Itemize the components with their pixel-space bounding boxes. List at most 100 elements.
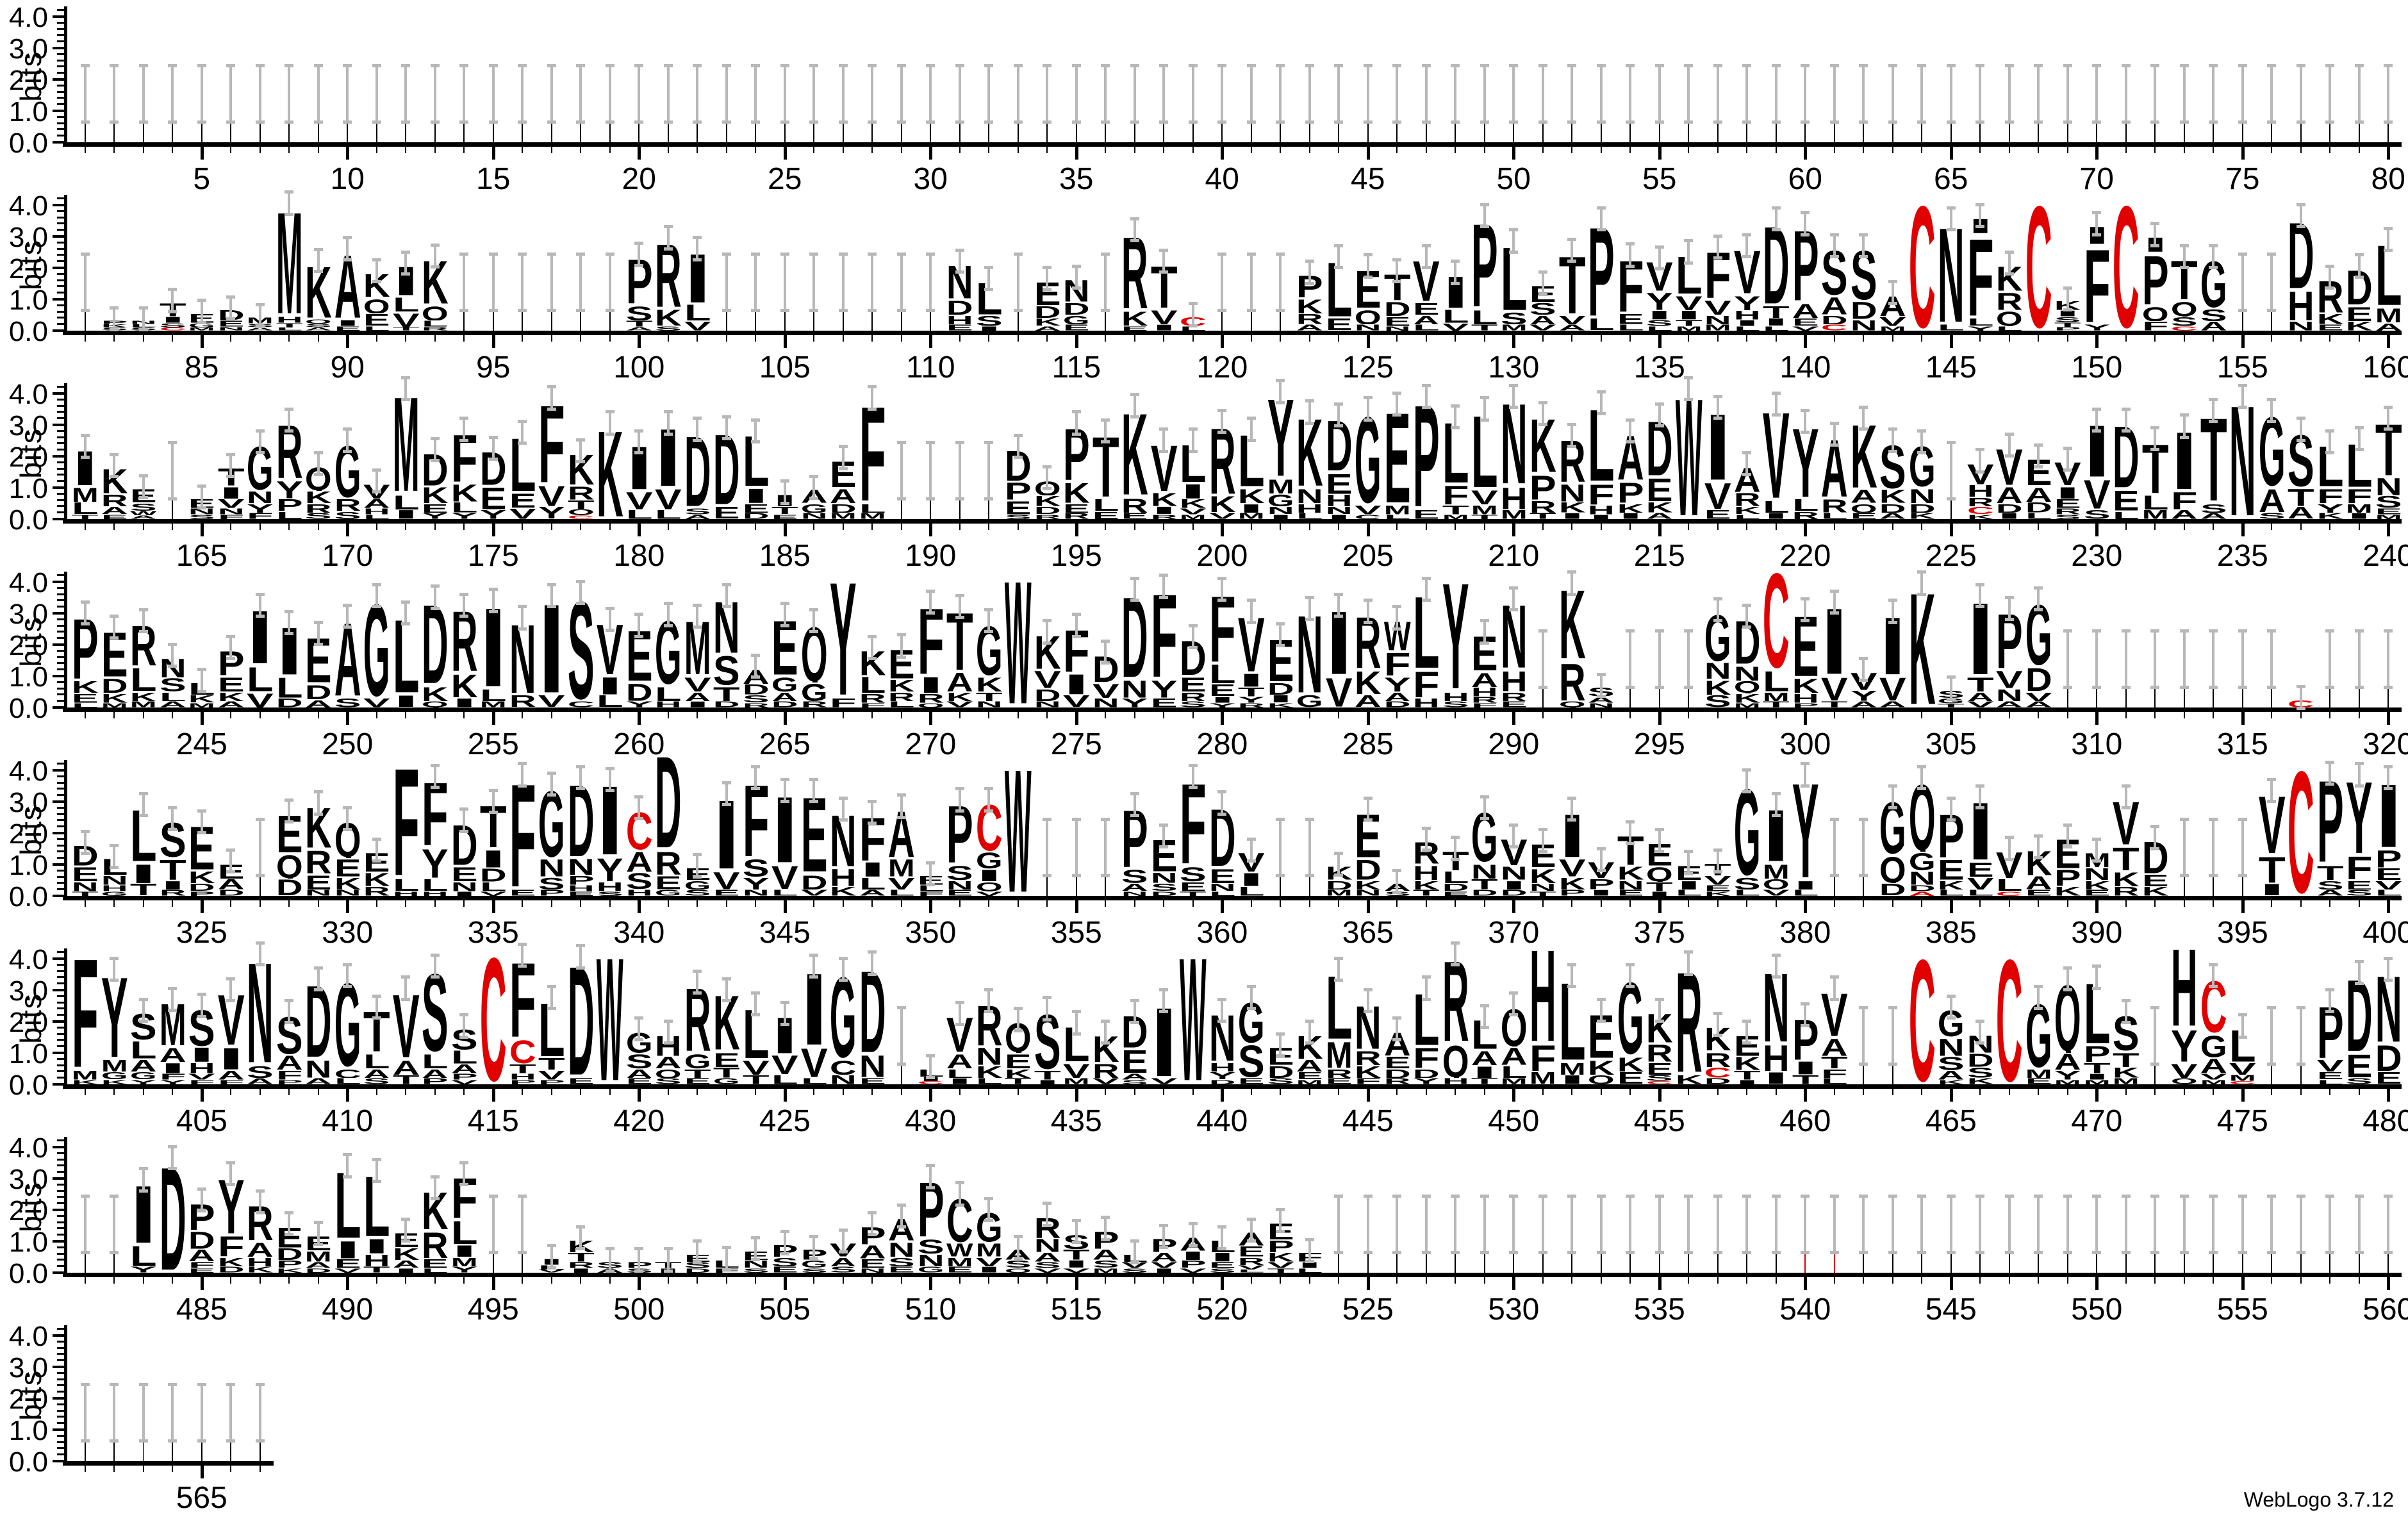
error-bar-cap <box>2325 760 2335 764</box>
x-tick <box>2154 524 2156 530</box>
residue-letter: D <box>1879 883 1907 896</box>
svg-text:E: E <box>1850 513 1877 519</box>
residue-letter: A <box>2200 321 2228 331</box>
residue-letter: N <box>975 1046 1003 1065</box>
error-bar-cap <box>926 861 936 864</box>
x-tick <box>1483 900 1485 907</box>
residue-letter: I <box>1150 1268 1178 1273</box>
residue-letter: F <box>188 1080 216 1084</box>
svg-text:F: F <box>247 513 274 519</box>
svg-text:K: K <box>655 309 682 326</box>
svg-text:K: K <box>1238 488 1265 504</box>
error-bar-cap <box>1421 1251 1431 1255</box>
svg-text:E: E <box>101 515 128 519</box>
residue-letter: D <box>1267 1066 1295 1079</box>
error-bar-cap <box>138 1167 148 1171</box>
x-tick <box>2095 712 2099 725</box>
x-tick <box>900 712 902 718</box>
svg-text:I: I <box>742 488 769 504</box>
x-tick-label: 340 <box>613 916 665 950</box>
svg-text:S: S <box>334 698 361 707</box>
error-bar-cap <box>285 120 294 124</box>
y-minor-tick <box>57 128 64 131</box>
error-bar <box>1629 821 1632 844</box>
error-bar-cap <box>459 63 469 67</box>
x-tick <box>375 1089 377 1095</box>
residue-letter: F <box>2345 488 2373 504</box>
residue-letter: A <box>392 1260 420 1268</box>
error-bar <box>579 439 582 461</box>
error-bar <box>1658 998 1661 1022</box>
residue-letter: P <box>1792 703 1820 707</box>
residue-letter: Y <box>742 877 770 890</box>
residue-letter: A <box>1529 315 1557 325</box>
error-bar-cap <box>576 765 586 769</box>
residue-letter: K <box>421 686 449 702</box>
residue-letter: I <box>567 1268 595 1273</box>
error-bar-cap <box>1246 438 1256 442</box>
svg-text:R: R <box>101 494 128 507</box>
error-bar-cap <box>80 309 90 313</box>
error-bar-cap <box>2384 406 2393 409</box>
svg-text:L: L <box>1588 318 1615 331</box>
error-bar-cap <box>2209 63 2218 67</box>
svg-text:K: K <box>2346 321 2373 331</box>
residue-letter: V <box>771 1054 799 1075</box>
residue-letter: S <box>304 513 333 519</box>
svg-text:L: L <box>1296 513 1323 519</box>
svg-text:M: M <box>1500 324 1527 331</box>
error-bar-cap <box>1684 1194 1694 1198</box>
error-bar-cap <box>168 63 177 67</box>
residue-letter: P <box>1792 226 1820 302</box>
x-tick <box>288 1277 290 1284</box>
error-bar-cap <box>1246 252 1256 256</box>
x-tick <box>1688 1277 1690 1284</box>
residue-letter: M <box>829 513 857 519</box>
error-bar-cap <box>1043 996 1052 1000</box>
error-bar-cap <box>809 63 819 67</box>
x-tick <box>2358 712 2360 718</box>
error-bar-cap <box>1305 874 1314 878</box>
residue-letter: V <box>1034 1268 1062 1273</box>
svg-text:N: N <box>1704 662 1731 679</box>
x-tick <box>2213 524 2214 530</box>
svg-text:L: L <box>859 877 886 890</box>
error-bar-cap <box>663 602 673 606</box>
residue-letter: V <box>1471 489 1499 505</box>
svg-text:E: E <box>2054 499 2081 508</box>
residue-letter: L <box>363 1172 391 1238</box>
error-bar-cap <box>1334 1194 1344 1198</box>
x-tick <box>2329 1089 2331 1095</box>
svg-text:R: R <box>1558 661 1585 702</box>
error-bar-cap <box>1509 383 1519 387</box>
error-bar-cap <box>547 309 556 313</box>
error-bar-cap <box>605 120 614 124</box>
error-bar-cap <box>372 258 381 261</box>
residue-letter: S <box>1267 1078 1295 1084</box>
residue-letter: K <box>392 1248 420 1261</box>
residue-letter: L <box>859 877 887 890</box>
error-bar <box>142 609 145 632</box>
svg-text:N: N <box>188 508 215 515</box>
svg-text:H: H <box>101 885 128 891</box>
error-bar-cap <box>168 440 177 444</box>
error-bar-cap <box>343 625 352 629</box>
x-tick-label: 80 <box>2371 162 2405 196</box>
svg-text:N: N <box>1617 881 1644 890</box>
error-bar-cap <box>547 1266 556 1270</box>
svg-text:Q: Q <box>2171 301 2198 317</box>
x-tick <box>1688 147 1690 153</box>
y-tick-label: 3.0 <box>8 222 48 253</box>
x-tick <box>1017 712 1019 718</box>
x-tick-label: 335 <box>467 916 519 950</box>
residue-letter: C <box>334 1069 362 1079</box>
error-bar-cap <box>1043 288 1052 292</box>
y-minor-tick <box>57 1403 64 1405</box>
error-bar-cap <box>2384 957 2393 961</box>
svg-text:S: S <box>538 877 565 890</box>
svg-text:S: S <box>1704 695 1731 707</box>
x-tick <box>2095 1277 2099 1290</box>
error-bar <box>521 65 524 122</box>
svg-text:K: K <box>1150 492 1177 506</box>
residue-letter: F <box>1442 484 1470 505</box>
